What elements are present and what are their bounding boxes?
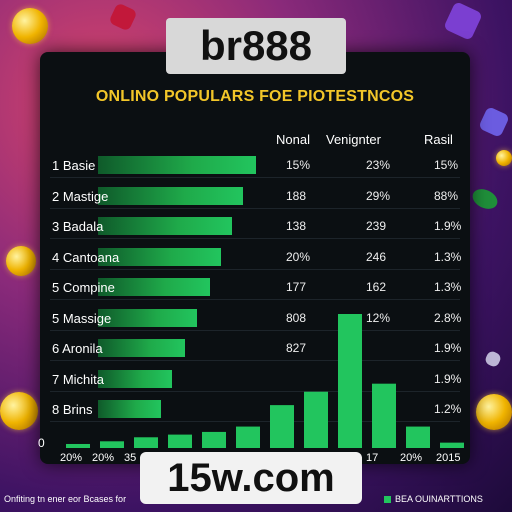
gem-decoration [478, 106, 510, 138]
table-row: 7 Michita 1.9% [50, 368, 462, 392]
row-divider [50, 360, 460, 361]
table-row: 4 Cantoana 20% 246 1.3% [50, 246, 462, 270]
table-row: 1 Basie 15% 23% 15% [50, 154, 460, 178]
row-label: 5 Massige [52, 310, 112, 326]
row-label: 3 Badala [52, 219, 104, 234]
gold-coin-decoration [476, 394, 512, 430]
row-value: 1.9% [434, 219, 462, 233]
row-bar [98, 186, 244, 205]
row-label: 4 Cantoana [52, 249, 120, 265]
footnote-text: Onfiting tn ener eor Bcases for [4, 494, 127, 504]
row-label: 7 Michita [52, 371, 105, 387]
table-row: 3 Badala 138 239 1.9% [50, 215, 462, 239]
column-bar [100, 441, 124, 448]
row-value: 1.2% [434, 402, 462, 416]
column-chart [66, 314, 464, 448]
row-value: 827 [286, 341, 307, 355]
x-tick-label: 20% [60, 452, 83, 464]
x-tick-label: 17 [366, 452, 379, 464]
column-header-3: Rasil [424, 132, 453, 147]
column-header-2: Venignter [326, 132, 381, 147]
row-value: 177 [286, 280, 307, 294]
row-bar [98, 278, 210, 296]
row-value: 162 [366, 280, 387, 294]
row-value: 138 [286, 219, 307, 233]
row-divider [50, 299, 460, 300]
column-bar [338, 314, 362, 448]
gold-coin-decoration [12, 8, 48, 44]
column-bar [66, 443, 90, 448]
row-label: 5 Compine [52, 280, 115, 295]
row-value: 15% [434, 158, 459, 172]
x-tick-label: 2015 [436, 452, 461, 464]
row-bar [98, 217, 232, 235]
row-bar [98, 369, 173, 388]
row-value: 1.3% [434, 249, 462, 264]
x-tick-label: 20% [92, 452, 115, 464]
row-bar [98, 308, 197, 327]
row-value: 12% [366, 310, 391, 325]
row-label: 8 Brins [52, 402, 93, 417]
row-value: 1.9% [434, 341, 462, 355]
row-divider [50, 390, 460, 392]
row-value: 1.9% [434, 371, 462, 386]
row-bar [98, 400, 162, 418]
x-tick-label: 20% [400, 452, 423, 464]
row-value: 188 [286, 188, 307, 203]
table-row: 5 Compine 177 162 1.3% [50, 276, 462, 300]
row-label: 2 Mastige [52, 188, 109, 204]
chart-title: ONLINO POPULARS FOE PIOTESTNCOS [95, 88, 415, 105]
row-divider [50, 329, 460, 331]
row-divider [50, 238, 460, 239]
legend-swatch [384, 496, 391, 504]
row-value: 29% [366, 188, 391, 203]
brand-logo: br888 [166, 18, 346, 74]
row-bar [98, 156, 257, 174]
table-row: 5 Massige 808 12% 2.8% [50, 307, 462, 331]
row-value: 20% [286, 249, 311, 264]
column-bar [168, 434, 192, 448]
row-value: 2.8% [434, 310, 462, 325]
column-bar [202, 431, 226, 448]
legend-label: BEA OUINARTTIONS [395, 494, 483, 504]
table-row: 8 Brins 1.2% [50, 398, 462, 422]
column-bar [406, 426, 430, 448]
column-header-1: Nonal [276, 132, 310, 147]
column-bar [440, 442, 464, 448]
column-bar [304, 391, 328, 448]
column-bar [236, 426, 260, 448]
gem-decoration [469, 185, 501, 213]
legend-item: BEA OUINARTTIONS [384, 494, 483, 504]
row-label: 1 Basie [52, 158, 96, 173]
gem-decoration [443, 1, 483, 41]
x-tick-label: 35 [124, 452, 137, 464]
row-label: 6 Aronila [52, 341, 103, 356]
row-value: 15% [286, 158, 311, 172]
y-zero-label: 0 [38, 436, 45, 450]
gem-decoration [108, 2, 138, 32]
row-bar [98, 247, 221, 266]
row-value: 239 [366, 219, 387, 233]
row-divider [50, 268, 460, 270]
gold-coin-decoration [496, 150, 512, 166]
row-bar [98, 339, 186, 357]
table-row: 6 Aronila 827 1.9% [50, 337, 462, 361]
row-divider [50, 421, 460, 422]
domain-banner: 15w.com [140, 452, 362, 504]
column-bar [270, 405, 294, 448]
row-value: 808 [286, 310, 307, 325]
row-value: 246 [366, 249, 387, 264]
gold-coin-decoration [6, 246, 36, 276]
table-row: 2 Mastige 188 29% 88% [50, 185, 460, 209]
row-value: 88% [434, 188, 459, 203]
gold-coin-decoration [0, 392, 38, 430]
column-bar [134, 437, 158, 448]
row-value: 1.3% [434, 280, 462, 294]
row-divider [50, 207, 460, 209]
row-divider [50, 177, 460, 178]
row-value: 23% [366, 158, 391, 172]
column-bar [372, 383, 396, 448]
gem-decoration [483, 349, 503, 369]
